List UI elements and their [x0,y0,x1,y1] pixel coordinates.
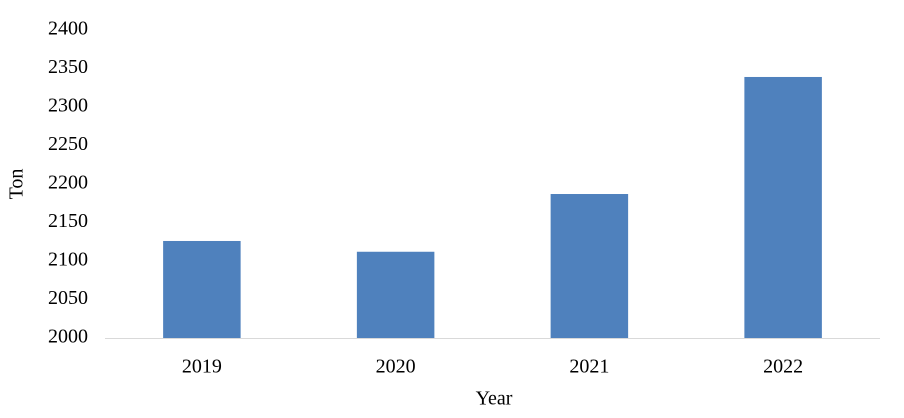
y-tick-label: 2000 [48,326,88,348]
bar [550,194,629,338]
y-tick-label: 2400 [48,18,88,40]
bar [163,240,241,338]
y-tick-label: 2200 [48,172,88,194]
y-tick-label: 2250 [48,133,88,155]
y-tick-label: 2150 [48,210,88,232]
bar [356,251,435,338]
y-tick-label: 2350 [48,56,88,78]
x-tick-label: 2020 [376,356,416,378]
bar [744,76,822,338]
x-axis-title: Year [476,388,513,410]
y-tick-label: 2100 [48,249,88,271]
x-tick-label: 2019 [182,356,222,378]
y-axis-title: Ton [6,169,28,200]
x-tick-label: 2022 [763,356,803,378]
y-tick-label: 2300 [48,95,88,117]
y-tick-label: 2050 [48,287,88,309]
x-tick-label: 2021 [569,356,609,378]
